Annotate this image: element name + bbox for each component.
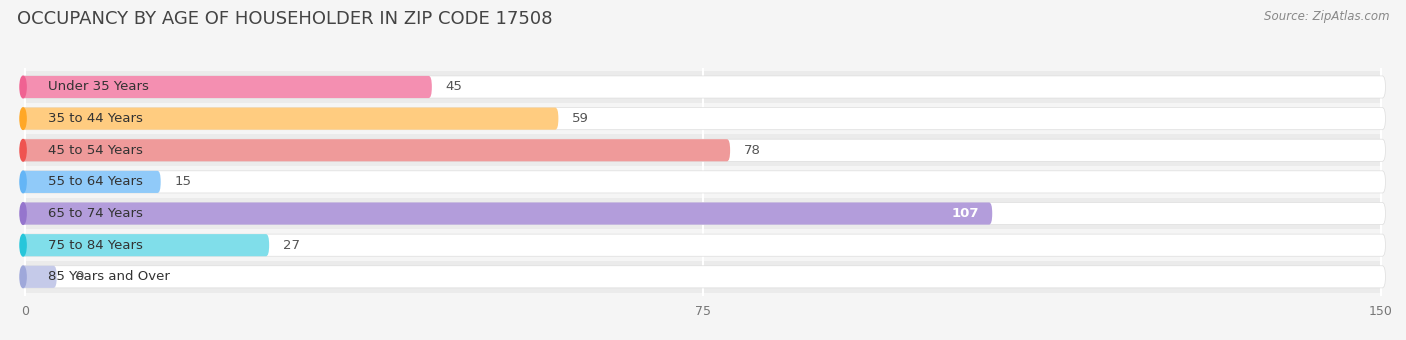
Text: 15: 15 xyxy=(174,175,191,188)
FancyBboxPatch shape xyxy=(21,202,993,225)
FancyBboxPatch shape xyxy=(21,76,432,98)
Text: Source: ZipAtlas.com: Source: ZipAtlas.com xyxy=(1264,10,1389,23)
FancyBboxPatch shape xyxy=(21,266,56,288)
FancyBboxPatch shape xyxy=(21,107,558,130)
Bar xyxy=(25,198,1381,230)
Text: 55 to 64 Years: 55 to 64 Years xyxy=(48,175,142,188)
Text: 45 to 54 Years: 45 to 54 Years xyxy=(48,144,142,157)
FancyBboxPatch shape xyxy=(21,171,160,193)
Bar xyxy=(25,261,1381,293)
Text: 75 to 84 Years: 75 to 84 Years xyxy=(48,239,142,252)
Text: 0: 0 xyxy=(75,270,83,283)
Text: 78: 78 xyxy=(744,144,761,157)
Text: 35 to 44 Years: 35 to 44 Years xyxy=(48,112,142,125)
Bar xyxy=(25,166,1381,198)
FancyBboxPatch shape xyxy=(21,266,1385,288)
Circle shape xyxy=(20,171,27,193)
FancyBboxPatch shape xyxy=(21,202,1385,225)
Bar xyxy=(25,71,1381,103)
Text: 27: 27 xyxy=(283,239,299,252)
Circle shape xyxy=(20,266,27,288)
Bar xyxy=(25,230,1381,261)
Text: 65 to 74 Years: 65 to 74 Years xyxy=(48,207,142,220)
Text: 45: 45 xyxy=(446,81,463,94)
Text: OCCUPANCY BY AGE OF HOUSEHOLDER IN ZIP CODE 17508: OCCUPANCY BY AGE OF HOUSEHOLDER IN ZIP C… xyxy=(17,10,553,28)
Circle shape xyxy=(20,139,27,161)
Text: 85 Years and Over: 85 Years and Over xyxy=(48,270,170,283)
Bar xyxy=(25,134,1381,166)
Text: Under 35 Years: Under 35 Years xyxy=(48,81,149,94)
Text: 107: 107 xyxy=(952,207,979,220)
Text: 59: 59 xyxy=(572,112,589,125)
FancyBboxPatch shape xyxy=(21,76,1385,98)
Circle shape xyxy=(20,234,27,256)
Circle shape xyxy=(20,108,27,130)
FancyBboxPatch shape xyxy=(21,107,1385,130)
FancyBboxPatch shape xyxy=(21,139,1385,162)
Bar xyxy=(25,103,1381,134)
Circle shape xyxy=(20,76,27,98)
FancyBboxPatch shape xyxy=(21,234,1385,256)
Circle shape xyxy=(20,203,27,224)
FancyBboxPatch shape xyxy=(21,139,730,162)
FancyBboxPatch shape xyxy=(21,171,1385,193)
FancyBboxPatch shape xyxy=(21,234,269,256)
